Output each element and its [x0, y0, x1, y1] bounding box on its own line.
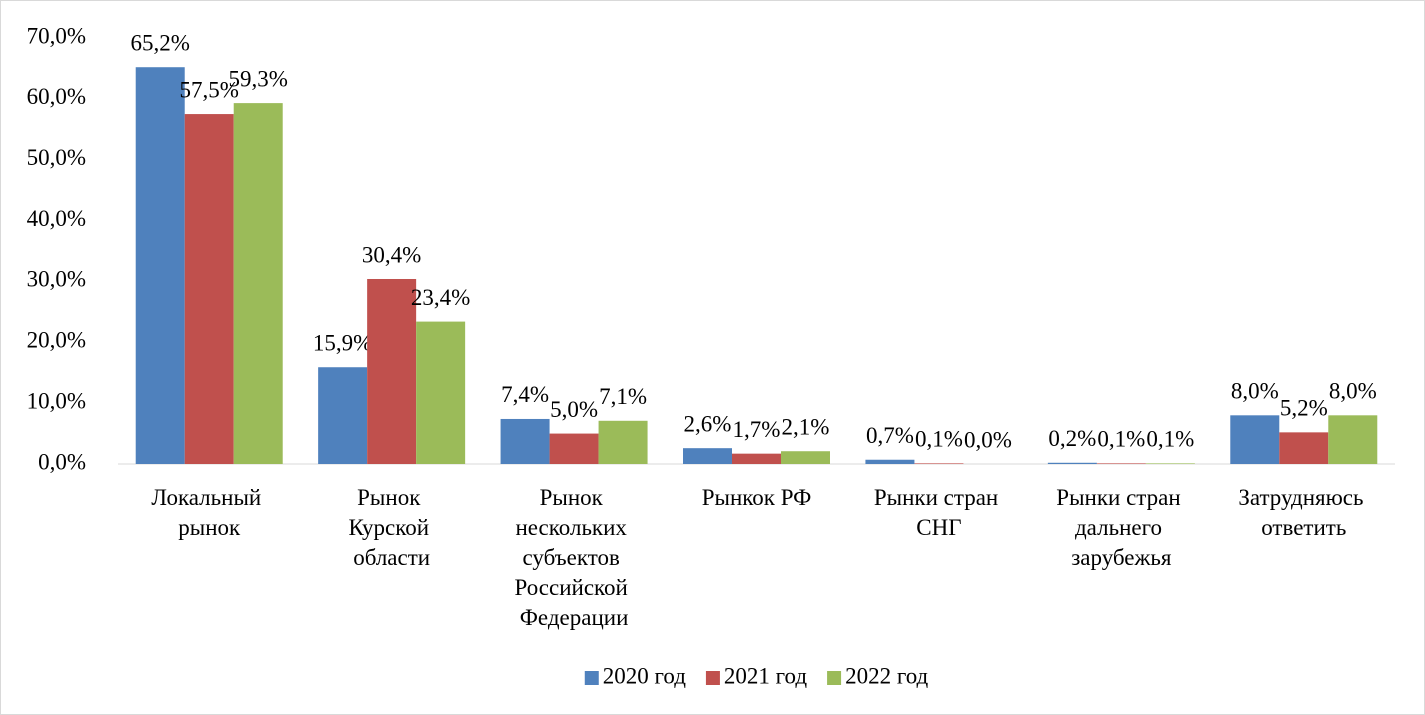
x-tick-label: Рынкок РФ — [702, 485, 812, 510]
bar — [549, 433, 599, 464]
data-label: 5,0% — [550, 397, 598, 422]
bar — [598, 420, 648, 464]
data-label: 2,6% — [684, 411, 732, 436]
bar — [865, 459, 915, 464]
x-tick-label: Рынок Курской области — [348, 485, 434, 570]
legend-swatch — [827, 671, 842, 685]
data-label: 0,1% — [1097, 427, 1145, 452]
x-tick-label: Затрудняюсь ответить — [1238, 485, 1369, 540]
data-label: 2,1% — [782, 415, 830, 440]
legend-swatch — [705, 671, 720, 685]
bar — [914, 463, 964, 464]
data-label: 0,1% — [915, 427, 963, 452]
legend-label: 2020 год — [603, 663, 686, 688]
data-label: 59,3% — [229, 66, 288, 91]
bar — [683, 448, 732, 464]
bar — [184, 114, 234, 465]
x-tick-label: Рынки стран дальнего зарубежья — [1056, 485, 1186, 570]
bar — [233, 103, 283, 465]
y-tick-label: 40,0% — [27, 206, 86, 231]
bar — [367, 278, 417, 464]
legend: 2020 год 2021 год 2022 год — [584, 663, 929, 688]
legend-label: 2022 год — [845, 663, 928, 688]
bar — [500, 418, 550, 464]
data-label: 0,0% — [964, 427, 1012, 452]
bar — [1145, 463, 1195, 464]
data-label: 57,5% — [180, 77, 239, 102]
data-label: 8,0% — [1231, 379, 1279, 404]
bar — [1279, 432, 1329, 464]
y-tick-label: 50,0% — [27, 145, 86, 170]
data-label: 0,7% — [866, 423, 914, 448]
data-label: 30,4% — [362, 242, 421, 267]
y-tick-label: 70,0% — [27, 23, 86, 48]
data-label: 7,4% — [501, 382, 549, 407]
bar — [1096, 463, 1146, 464]
y-tick-label: 0,0% — [38, 449, 86, 474]
bar — [732, 453, 781, 464]
bar — [781, 451, 830, 464]
x-tick-label: Рынок нескольких субъектов Российской Фе… — [515, 485, 634, 630]
bar — [1230, 415, 1280, 464]
data-label: 0,1% — [1146, 427, 1194, 452]
data-label: 1,7% — [733, 417, 781, 442]
data-label: 65,2% — [131, 30, 190, 55]
y-tick-label: 10,0% — [27, 388, 86, 413]
bar — [318, 367, 368, 464]
data-label: 5,2% — [1280, 396, 1328, 421]
bar — [416, 321, 466, 464]
bar — [1047, 462, 1097, 464]
bar — [135, 67, 185, 464]
data-label: 7,1% — [599, 384, 647, 409]
y-tick-label: 30,0% — [27, 267, 86, 292]
data-label: 15,9% — [313, 331, 372, 356]
data-label: 0,2% — [1048, 426, 1096, 451]
y-tick-label: 60,0% — [27, 84, 86, 109]
legend-swatch — [584, 671, 599, 685]
data-label: 23,4% — [411, 285, 470, 310]
legend-label: 2021 год — [724, 663, 807, 688]
data-label: 8,0% — [1329, 379, 1377, 404]
x-tick-label: Локальный рынок — [151, 485, 267, 540]
x-tick-label: Рынки стран СНГ — [874, 485, 1004, 540]
y-tick-label: 20,0% — [27, 328, 86, 353]
bar — [1328, 415, 1378, 464]
